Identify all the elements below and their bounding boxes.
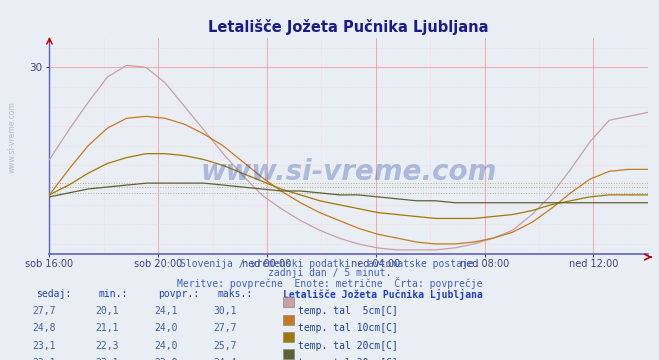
Text: 23,8: 23,8	[154, 358, 178, 360]
Text: 24,0: 24,0	[154, 323, 178, 333]
Text: Slovenija / vremenski podatki - avtomatske postaje.: Slovenija / vremenski podatki - avtomats…	[180, 259, 479, 269]
Text: 24,4: 24,4	[214, 358, 237, 360]
Text: 22,3: 22,3	[95, 341, 119, 351]
Text: min.:: min.:	[99, 289, 129, 299]
Text: Letališče Jožeta Pučnika Ljubljana: Letališče Jožeta Pučnika Ljubljana	[283, 289, 483, 300]
Title: Letališče Jožeta Pučnika Ljubljana: Letališče Jožeta Pučnika Ljubljana	[208, 19, 489, 35]
Text: zadnji dan / 5 minut.: zadnji dan / 5 minut.	[268, 268, 391, 278]
Text: Meritve: povprečne  Enote: metrične  Črta: povprečje: Meritve: povprečne Enote: metrične Črta:…	[177, 277, 482, 289]
Text: temp. tal 20cm[C]: temp. tal 20cm[C]	[298, 341, 398, 351]
Text: temp. tal 10cm[C]: temp. tal 10cm[C]	[298, 323, 398, 333]
Text: 23,1: 23,1	[32, 358, 56, 360]
Text: 24,1: 24,1	[154, 306, 178, 316]
Text: 27,7: 27,7	[214, 323, 237, 333]
Text: 20,1: 20,1	[95, 306, 119, 316]
Text: 24,0: 24,0	[154, 341, 178, 351]
Text: temp. tal 30cm[C]: temp. tal 30cm[C]	[298, 358, 398, 360]
Text: www.si-vreme.com: www.si-vreme.com	[8, 101, 17, 173]
Text: 27,7: 27,7	[32, 306, 56, 316]
Text: temp. tal  5cm[C]: temp. tal 5cm[C]	[298, 306, 398, 316]
Text: 23,1: 23,1	[32, 341, 56, 351]
Text: 30,1: 30,1	[214, 306, 237, 316]
Text: 24,8: 24,8	[32, 323, 56, 333]
Text: maks.:: maks.:	[217, 289, 252, 299]
Text: 25,7: 25,7	[214, 341, 237, 351]
Text: 21,1: 21,1	[95, 323, 119, 333]
Text: povpr.:: povpr.:	[158, 289, 199, 299]
Text: sedaj:: sedaj:	[36, 289, 71, 299]
Text: www.si-vreme.com: www.si-vreme.com	[200, 158, 497, 186]
Text: 23,1: 23,1	[95, 358, 119, 360]
